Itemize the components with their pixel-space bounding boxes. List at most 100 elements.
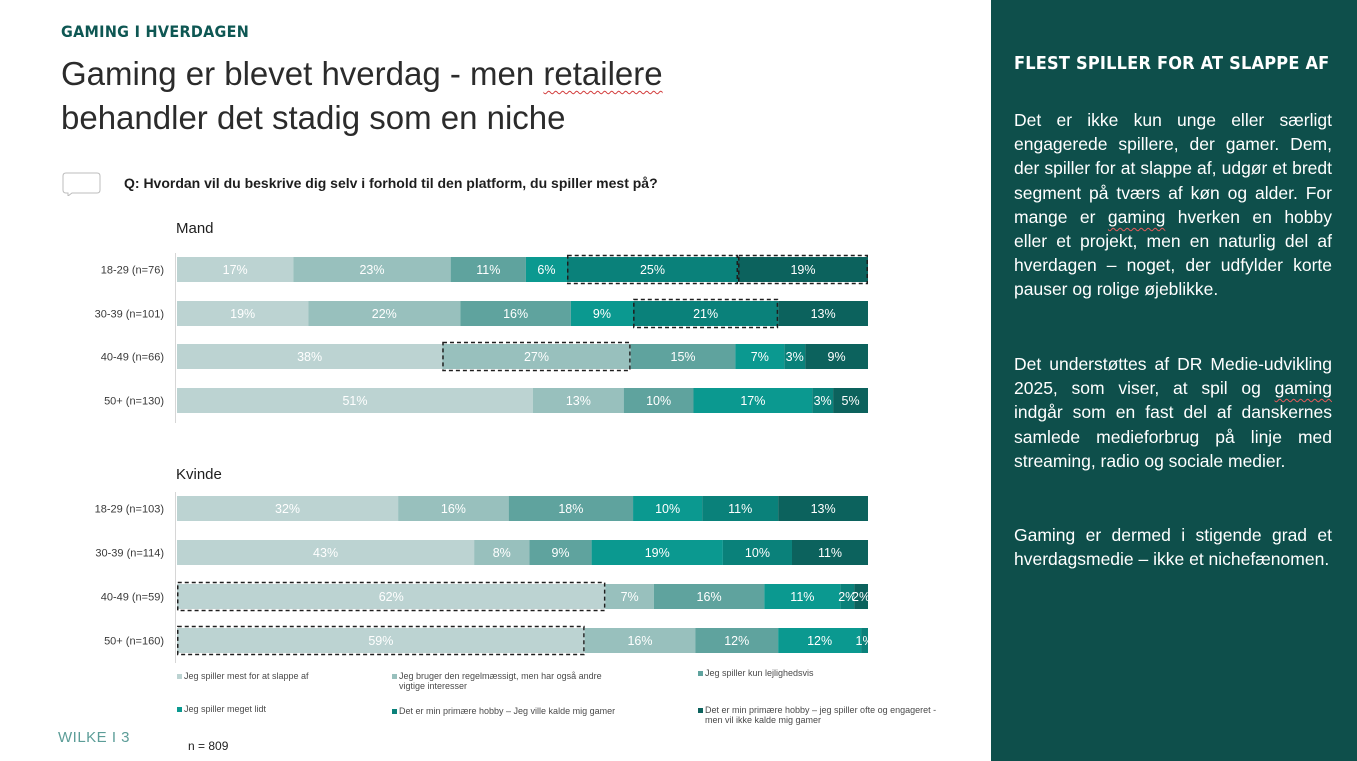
speech-bubble-icon bbox=[62, 172, 101, 196]
bar-segment bbox=[854, 584, 868, 609]
legend-label: Jeg bruger den regelmæssigt, men har ogs… bbox=[399, 671, 602, 691]
data-label: 13% bbox=[811, 307, 836, 321]
data-label: 38% bbox=[297, 350, 322, 364]
data-label: 22% bbox=[372, 307, 397, 321]
bar-segment bbox=[833, 388, 868, 413]
bar-segment bbox=[442, 344, 631, 369]
data-label: 13% bbox=[566, 394, 591, 408]
bar-segment bbox=[778, 496, 868, 521]
bar-segment bbox=[566, 257, 739, 282]
bar-segment bbox=[778, 628, 862, 653]
bar-segment bbox=[398, 496, 509, 521]
insight-p1-text-a: Det er ikke kun unge eller særligt engag… bbox=[1014, 110, 1332, 227]
sample-size-label: n = 809 bbox=[188, 739, 229, 753]
title-text-1: Gaming er blevet hverdag - men bbox=[61, 55, 544, 92]
highlight-box bbox=[177, 581, 606, 612]
data-label: 9% bbox=[593, 307, 611, 321]
bar-segment bbox=[532, 388, 624, 413]
bar-segment bbox=[525, 257, 567, 282]
insight-panel: FLEST SPILLER FOR AT SLAPPE AF Det er ik… bbox=[991, 0, 1357, 761]
insight-p1-text-b: hverken en hobby eller et projekt, men e… bbox=[1014, 206, 1332, 300]
data-label: 43% bbox=[313, 546, 338, 560]
bar-segment bbox=[695, 628, 779, 653]
bar-segment bbox=[693, 388, 813, 413]
data-label: 17% bbox=[223, 263, 248, 277]
insight-title: FLEST SPILLER FOR AT SLAPPE AF bbox=[1014, 53, 1330, 74]
data-label: 12% bbox=[724, 634, 749, 648]
bar-segment bbox=[738, 257, 868, 282]
data-label: 13% bbox=[811, 502, 836, 516]
legend-swatch bbox=[177, 707, 182, 712]
data-label: 51% bbox=[342, 394, 367, 408]
data-label: 25% bbox=[640, 263, 665, 277]
legend-label: Det er min primære hobby – Jeg ville kal… bbox=[399, 706, 615, 716]
bar-segment bbox=[605, 584, 654, 609]
bar-segment bbox=[177, 496, 399, 521]
group-label: Mand bbox=[176, 220, 214, 237]
category-label: 18-29 (n=103) bbox=[95, 504, 164, 516]
category-label: 40-49 (n=66) bbox=[101, 352, 164, 364]
insight-p1-wavy: gaming bbox=[1107, 206, 1166, 227]
data-label: 11% bbox=[790, 590, 814, 604]
data-label: 27% bbox=[524, 350, 549, 364]
data-label: 2% bbox=[852, 590, 870, 604]
data-label: 18% bbox=[558, 502, 583, 516]
legend-swatch bbox=[177, 674, 182, 679]
section-kicker: GAMING I HVERDAGEN bbox=[61, 22, 250, 41]
bar-segment bbox=[450, 257, 526, 282]
bar-segment bbox=[308, 301, 461, 326]
data-label: 11% bbox=[818, 546, 842, 560]
data-label: 59% bbox=[368, 634, 393, 648]
legend-swatch bbox=[392, 674, 397, 679]
data-label: 17% bbox=[740, 394, 765, 408]
insight-p2-wavy: gaming bbox=[1274, 378, 1332, 399]
bar-segment bbox=[791, 540, 868, 565]
data-label: 19% bbox=[790, 263, 815, 277]
data-label: 3% bbox=[786, 350, 804, 364]
bar-segment bbox=[508, 496, 634, 521]
highlight-box bbox=[566, 254, 739, 285]
bar-segment bbox=[778, 301, 868, 326]
bar-segment bbox=[177, 344, 443, 369]
bar-segment bbox=[764, 584, 841, 609]
data-label: 5% bbox=[842, 394, 860, 408]
title-text-wavy: retailere bbox=[543, 55, 663, 92]
bar-segment bbox=[177, 540, 475, 565]
category-label: 50+ (n=130) bbox=[104, 396, 164, 408]
slide-title: Gaming er blevet hverdag - men retailere… bbox=[61, 52, 821, 140]
data-label: 16% bbox=[441, 502, 466, 516]
bar-segment bbox=[722, 540, 792, 565]
bar-segment bbox=[177, 628, 585, 653]
bar-segment bbox=[460, 301, 571, 326]
data-label: 19% bbox=[645, 546, 670, 560]
data-label: 10% bbox=[655, 502, 680, 516]
bar-segment bbox=[861, 628, 868, 653]
bar-segment bbox=[840, 584, 855, 609]
insight-p2-text-b: indgår som en fast del af danskernes sam… bbox=[1014, 402, 1332, 471]
data-label: 62% bbox=[379, 590, 404, 604]
slide-content: GAMING I HVERDAGEN Gaming er blevet hver… bbox=[58, 22, 936, 753]
bar-segment bbox=[177, 257, 294, 282]
bar-segment bbox=[177, 584, 606, 609]
bar-segment bbox=[474, 540, 530, 565]
category-label: 40-49 (n=59) bbox=[101, 592, 164, 604]
highlight-box bbox=[633, 298, 779, 329]
footer-brand: WILKE I 3 bbox=[58, 729, 131, 746]
legend-label: Jeg spiller mest for at slappe af bbox=[184, 671, 309, 681]
data-label: 10% bbox=[646, 394, 671, 408]
data-label: 11% bbox=[476, 263, 500, 277]
bar-segment bbox=[630, 344, 736, 369]
bar-segment bbox=[805, 344, 868, 369]
legend-label: Jeg spiller kun lejlighedsvis bbox=[705, 668, 814, 678]
data-label: 9% bbox=[828, 350, 846, 364]
bar-segment bbox=[623, 388, 694, 413]
data-label: 7% bbox=[621, 590, 639, 604]
category-label: 50+ (n=160) bbox=[104, 636, 164, 648]
insight-paragraph-1: Det er ikke kun unge eller særligt engag… bbox=[1014, 108, 1332, 302]
insight-paragraph-2: Det understøttes af DR Medie-udvikling 2… bbox=[1014, 352, 1332, 473]
data-label: 2% bbox=[838, 590, 856, 604]
insight-paragraph-3: Gaming er dermed i stigende grad et hver… bbox=[1014, 525, 1332, 570]
highlight-box bbox=[442, 341, 631, 372]
data-label: 32% bbox=[275, 502, 300, 516]
highlight-box bbox=[177, 625, 585, 656]
